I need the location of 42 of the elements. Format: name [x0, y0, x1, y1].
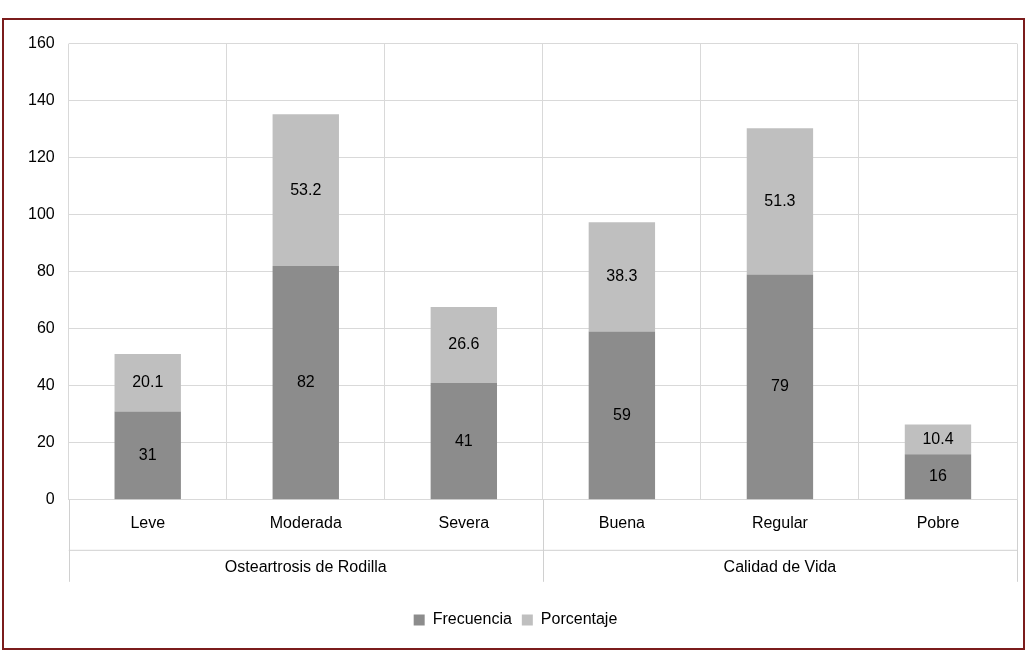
x-tick-label: Leve	[130, 513, 166, 531]
data-label: 59	[612, 405, 631, 423]
y-tick-label: 160	[27, 34, 55, 52]
bar	[746, 274, 814, 500]
data-label: 51.3	[764, 191, 796, 209]
data-label: 38.3	[606, 267, 638, 285]
bar	[904, 454, 972, 500]
y-tick-label: 20	[36, 433, 55, 451]
x-tick-label: Moderada	[269, 513, 342, 531]
data-label: 31	[138, 445, 157, 463]
data-label: 26.6	[448, 335, 480, 353]
legend-label: Porcentaje	[540, 610, 618, 628]
data-label: 53.2	[290, 180, 322, 198]
x-tick-label: Regular	[751, 513, 809, 531]
y-tick-label: 120	[27, 148, 55, 166]
y-tick-label: 40	[36, 376, 55, 394]
bar	[746, 128, 814, 275]
data-label: 16	[929, 467, 947, 485]
y-tick-label: 140	[27, 91, 55, 109]
data-label: 82	[296, 373, 315, 391]
data-label: 41	[454, 431, 473, 449]
bar	[430, 307, 498, 383]
x-tick-label: Severa	[438, 513, 490, 531]
y-tick-label: 60	[36, 319, 55, 337]
y-tick-label: 80	[36, 262, 55, 280]
data-label: 79	[771, 377, 789, 395]
x-tick-label: Buena	[598, 513, 646, 531]
data-label: 10.4	[922, 429, 954, 447]
text: Calidad de Vida	[723, 558, 837, 576]
bar	[114, 411, 181, 500]
bar	[430, 382, 498, 500]
x-tick-label: Pobre	[916, 513, 960, 531]
legend-label: Frecuencia	[432, 610, 512, 628]
bar	[588, 331, 656, 500]
bar	[272, 114, 339, 266]
y-tick-label: 100	[27, 205, 55, 223]
bar	[588, 222, 656, 332]
y-tick-label: 0	[45, 490, 55, 508]
data-label: 20.1	[132, 373, 164, 391]
bar	[272, 266, 339, 500]
bar	[114, 354, 181, 412]
text: Osteartrosis de Rodilla	[224, 558, 387, 576]
